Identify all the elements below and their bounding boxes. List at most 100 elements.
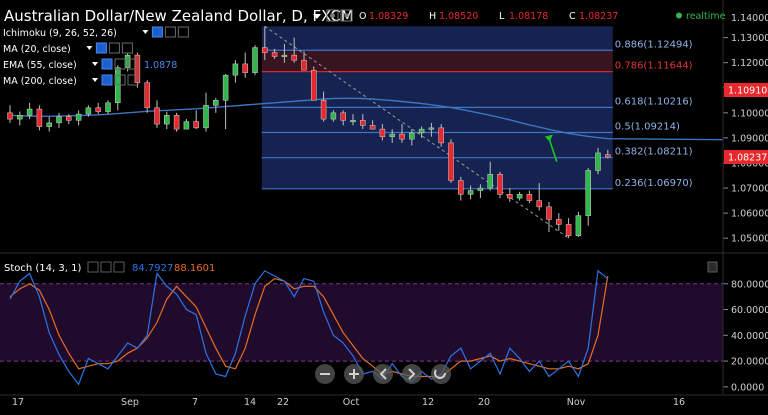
indicator-eye-icon[interactable] (101, 74, 113, 86)
candle-body (232, 63, 239, 76)
candle-body (467, 190, 474, 195)
chevron-down-icon[interactable] (313, 14, 321, 19)
fib-level-label: 0.5(1.09214) (615, 122, 680, 133)
candle (46, 116, 52, 132)
stochastic-settings-icon[interactable] (100, 261, 112, 273)
indicator-settings-icon[interactable] (114, 58, 126, 70)
candle (438, 124, 444, 147)
indicator-label[interactable]: Ichimoku (9, 26, 52, 26) (3, 28, 117, 39)
candle (595, 147, 601, 175)
indicator-label[interactable]: EMA (55, close) (3, 60, 77, 71)
fib-band (261, 107, 613, 133)
reset-chart-icon[interactable] (431, 364, 451, 384)
candle (467, 185, 474, 200)
candle-body (526, 194, 533, 201)
price-tick-label: 1.07000 (731, 184, 768, 195)
candle-body (56, 116, 62, 124)
fib-band (261, 71, 613, 108)
indicator-close-icon[interactable] (127, 58, 139, 70)
candle (36, 105, 43, 131)
candle-body (585, 170, 591, 216)
candle (252, 45, 258, 76)
stochastic-eye-icon[interactable] (87, 261, 99, 273)
price-tag (724, 83, 768, 98)
candle (477, 184, 484, 199)
chevron-down-icon[interactable] (86, 46, 93, 50)
ohlc-value-c: 1.08237 (579, 11, 618, 22)
fib-level-label: 0.886(1.12494) (615, 39, 693, 50)
candle (497, 171, 503, 199)
fib-trend-line[interactable] (264, 25, 569, 239)
fib-level-label: 0.382(1.08211) (615, 147, 693, 158)
candle (605, 149, 611, 159)
ohlc-key-l: L (499, 11, 505, 22)
price-tag-label: 1.08237 (728, 153, 767, 164)
candle (271, 48, 278, 59)
indicator-settings-icon[interactable] (164, 26, 176, 38)
candle-body (36, 108, 43, 127)
candle-body (350, 120, 356, 123)
settings-icon[interactable] (326, 9, 339, 22)
candle (565, 218, 572, 239)
stoch-k-line (9, 269, 609, 386)
candle (301, 51, 307, 71)
indicator-settings-icon[interactable] (114, 74, 126, 86)
stoch-tick-label: 0.0000 (731, 382, 764, 393)
candle-body (46, 122, 52, 127)
candle-body (144, 82, 150, 109)
candle (213, 97, 219, 113)
candle (144, 80, 150, 113)
fib-level-label: 0.236(1.06970) (615, 178, 693, 189)
chevron-down-icon[interactable] (142, 30, 149, 34)
candle (281, 43, 288, 63)
candle-body (66, 116, 72, 121)
candle-body (193, 121, 199, 129)
candle-body (183, 121, 190, 130)
indicator-close-icon[interactable] (127, 74, 139, 86)
time-tick-label: Nov (567, 397, 586, 408)
candle (399, 124, 405, 143)
candle-body (409, 132, 415, 140)
indicator-eye-icon[interactable] (151, 26, 163, 38)
candle-body (75, 113, 82, 121)
indicator-eye-icon[interactable] (95, 42, 107, 54)
realtime-dot-icon (676, 12, 682, 19)
candle-body (213, 100, 219, 106)
fib-band (261, 26, 613, 51)
chevron-down-icon[interactable] (92, 62, 98, 66)
indicator-settings-icon[interactable] (108, 42, 120, 54)
panel-maximize-icon[interactable] (707, 261, 718, 273)
candle-body (271, 52, 278, 57)
ohlc-key-o: O (359, 11, 366, 22)
arrow-head-icon (544, 134, 553, 142)
indicator-label[interactable]: MA (200, close) (3, 76, 77, 87)
candle-body (438, 127, 444, 144)
eye-icon[interactable] (340, 9, 353, 22)
indicator-label[interactable]: MA (20, close) (3, 44, 71, 55)
chevron-down-icon[interactable] (92, 78, 98, 82)
stochastic-k-value: 84.7927 (132, 263, 173, 274)
stoch-d-line (9, 275, 609, 378)
stochastic-close-icon[interactable] (113, 261, 125, 273)
stochastic-label[interactable]: Stoch (14, 3, 1) (4, 263, 81, 274)
candle (516, 191, 523, 201)
candle (458, 176, 464, 201)
candle-body (154, 107, 160, 125)
candle-body (7, 112, 13, 120)
arrow-annotation[interactable] (548, 137, 558, 162)
candle (85, 105, 92, 117)
scroll-right-icon[interactable] (402, 364, 422, 384)
symbol-title[interactable]: Australian Dollar/New Zealand Dollar, D,… (4, 7, 354, 25)
time-tick-label: 17 (12, 397, 24, 408)
candle-body (281, 54, 288, 57)
indicator-close-icon[interactable] (121, 42, 133, 54)
candle (320, 91, 327, 122)
scroll-left-icon[interactable] (373, 364, 393, 384)
candle (350, 114, 356, 126)
indicator-close-icon[interactable] (177, 26, 189, 38)
indicator-eye-icon[interactable] (101, 58, 113, 70)
candle (487, 161, 493, 191)
price-tick-label: 1.05000 (731, 234, 768, 245)
time-tick-label: 20 (478, 397, 490, 408)
